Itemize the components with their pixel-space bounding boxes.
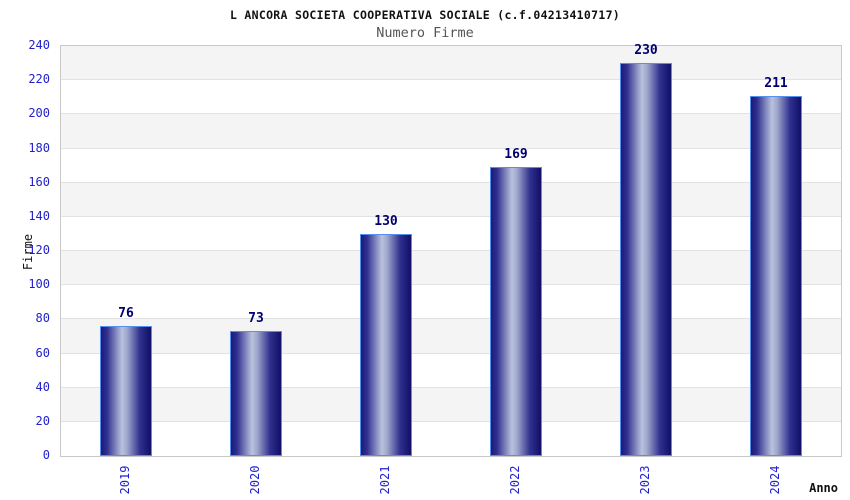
plot-band (61, 251, 841, 286)
y-tick-label: 200 (28, 106, 50, 121)
bar-2022 (490, 167, 542, 456)
x-tick-label-2024: 2024 (768, 465, 782, 495)
plot-area: 76 73 130 169 230 211 (60, 43, 842, 457)
gridline (61, 386, 841, 388)
gridline (61, 147, 841, 149)
y-tick-label: 60 (35, 345, 50, 360)
y-tick-label: 240 (28, 38, 50, 52)
x-tick-label-2020: 2020 (248, 465, 262, 495)
x-axis-title: Anno (809, 481, 838, 495)
gridline (61, 79, 841, 81)
y-axis-title: Firme (21, 233, 35, 271)
bar-value-label: 211 (764, 75, 788, 91)
plot-band (61, 182, 841, 217)
bar-2019 (100, 326, 152, 456)
y-tick-label: 100 (28, 277, 50, 292)
x-tick-label-2022: 2022 (508, 465, 522, 495)
chart-title: L ANCORA SOCIETA COOPERATIVA SOCIALE (c.… (229, 8, 621, 22)
bar-2024 (750, 95, 802, 456)
y-tick-label: 20 (35, 413, 50, 428)
gridline (61, 420, 841, 422)
y-tick-label: 120 (28, 243, 50, 257)
bar-value-label: 169 (504, 147, 528, 163)
gridline (61, 318, 841, 320)
gridline (61, 284, 841, 286)
gridline (61, 215, 841, 217)
y-tick-label: 40 (35, 379, 50, 394)
y-tick-label: 160 (28, 174, 50, 189)
gridline (61, 352, 841, 354)
gridline (61, 250, 841, 251)
x-tick-label-2021: 2021 (378, 465, 392, 495)
plot-band (61, 319, 841, 354)
x-tick-label-2023: 2023 (638, 465, 652, 495)
plot-band (61, 114, 841, 149)
bar-value-label: 230 (634, 43, 658, 59)
bar-2020 (230, 331, 282, 456)
bar-2023 (620, 63, 672, 456)
y-tick-label: 80 (35, 311, 50, 326)
bar-value-label: 130 (374, 213, 398, 229)
gridline (61, 181, 841, 183)
gridline (61, 113, 841, 115)
plot-band (61, 387, 841, 422)
y-tick-label: 180 (28, 140, 50, 155)
x-tick-label-2019: 2019 (118, 465, 132, 495)
plot-band (61, 46, 841, 81)
bar-value-label: 73 (248, 311, 264, 327)
chart-subtitle: Numero Firme (376, 25, 474, 41)
y-tick-label: 0 (42, 448, 50, 462)
bar-2021 (360, 233, 412, 456)
bar-value-label: 76 (118, 306, 134, 322)
y-tick-label: 220 (28, 72, 50, 87)
y-tick-label: 140 (28, 208, 50, 223)
